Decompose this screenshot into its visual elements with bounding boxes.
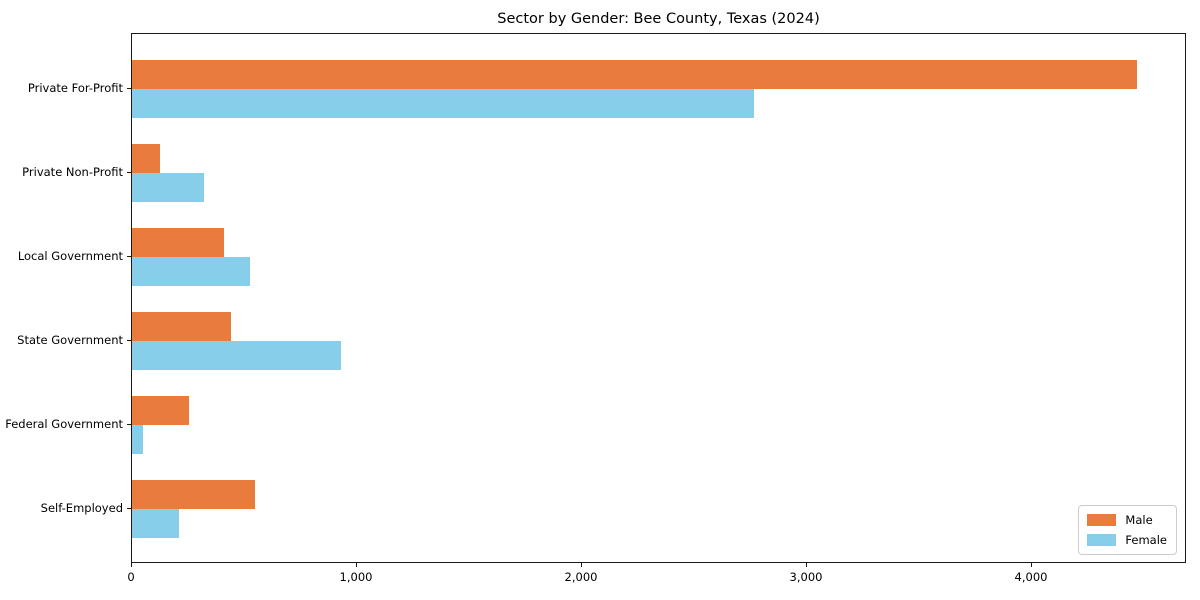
x-label-4: 4,000 — [1014, 570, 1048, 584]
bar-male-1 — [132, 144, 161, 173]
x-label-2: 2,000 — [564, 570, 598, 584]
y-tick-0 — [127, 88, 131, 89]
y-label-3: State Government — [17, 333, 123, 347]
y-label-4: Federal Government — [5, 417, 123, 431]
plot-area: Male Female — [131, 33, 1186, 563]
legend-swatch-female-icon — [1087, 534, 1117, 546]
y-tick-5 — [127, 508, 131, 509]
x-label-1: 1,000 — [339, 570, 373, 584]
bar-male-3 — [132, 312, 231, 341]
y-tick-4 — [127, 424, 131, 425]
x-tick-4 — [1031, 563, 1032, 567]
bar-male-0 — [132, 60, 1137, 89]
x-tick-3 — [806, 563, 807, 567]
legend-label-male: Male — [1125, 513, 1153, 527]
bar-male-5 — [132, 480, 255, 509]
x-label-0: 0 — [127, 570, 135, 584]
x-tick-0 — [131, 563, 132, 567]
legend-item-male: Male — [1087, 513, 1167, 527]
legend-label-female: Female — [1125, 533, 1167, 547]
bar-female-2 — [132, 257, 251, 286]
y-tick-1 — [127, 172, 131, 173]
y-label-0: Private For-Profit — [27, 81, 123, 95]
chart-title: Sector by Gender: Bee County, Texas (202… — [497, 11, 820, 27]
legend-swatch-male-icon — [1087, 514, 1117, 526]
legend: Male Female — [1078, 505, 1177, 555]
bar-female-5 — [132, 509, 180, 538]
legend-item-female: Female — [1087, 533, 1167, 547]
bar-female-3 — [132, 341, 342, 370]
x-tick-2 — [581, 563, 582, 567]
y-tick-2 — [127, 256, 131, 257]
x-label-3: 3,000 — [789, 570, 823, 584]
bar-female-0 — [132, 89, 755, 118]
x-tick-1 — [356, 563, 357, 567]
y-label-1: Private Non-Profit — [22, 165, 123, 179]
y-label-5: Self-Employed — [40, 501, 123, 515]
bar-male-2 — [132, 228, 225, 257]
y-tick-3 — [127, 340, 131, 341]
bar-male-4 — [132, 396, 190, 425]
y-label-2: Local Government — [17, 249, 123, 263]
bar-female-4 — [132, 425, 144, 454]
bar-female-1 — [132, 173, 204, 202]
